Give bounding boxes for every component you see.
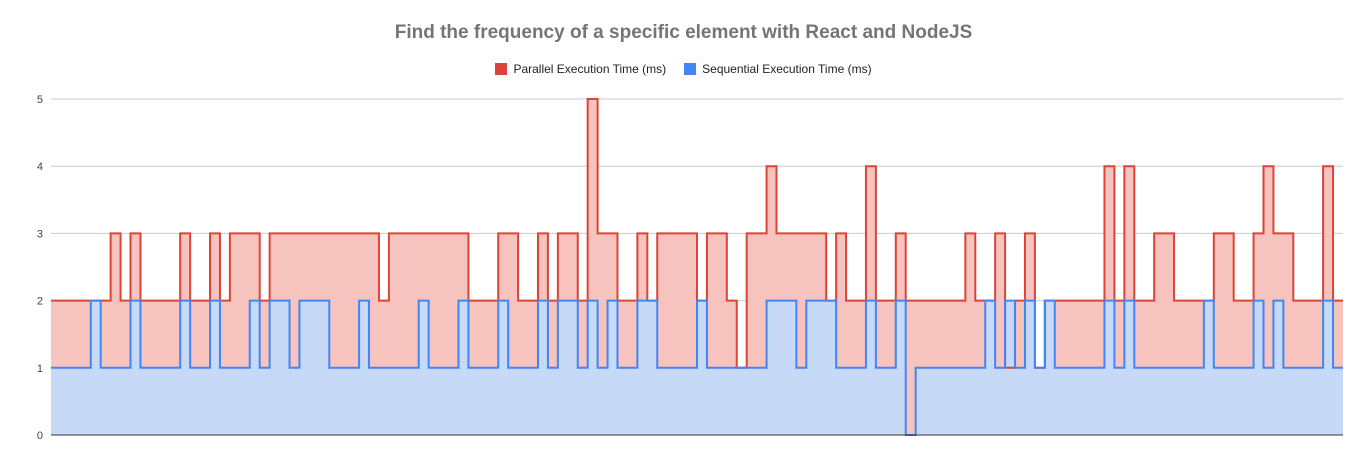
legend-swatch-parallel	[495, 63, 508, 75]
chart-legend: Parallel Execution Time (ms) Sequential …	[0, 62, 1367, 76]
series-line-sequential[interactable]	[51, 299, 1343, 436]
legend-label-sequential: Sequential Execution Time (ms)	[702, 62, 872, 76]
y-tick-label-4: 4	[37, 161, 43, 173]
chart-title: Find the frequency of a specific element…	[394, 22, 973, 43]
y-tick-label-5: 5	[37, 94, 43, 106]
y-tick-label-0: 0	[37, 430, 43, 442]
y-tick-label-3: 3	[37, 228, 43, 240]
legend-item-sequential[interactable]: Sequential Execution Time (ms)	[684, 62, 872, 76]
legend-label-parallel: Parallel Execution Time (ms)	[513, 62, 667, 76]
y-tick-label-2: 2	[37, 296, 43, 308]
legend-swatch-sequential	[684, 63, 697, 75]
y-tick-label-1: 1	[37, 363, 43, 375]
legend-item-parallel[interactable]: Parallel Execution Time (ms)	[495, 62, 666, 76]
